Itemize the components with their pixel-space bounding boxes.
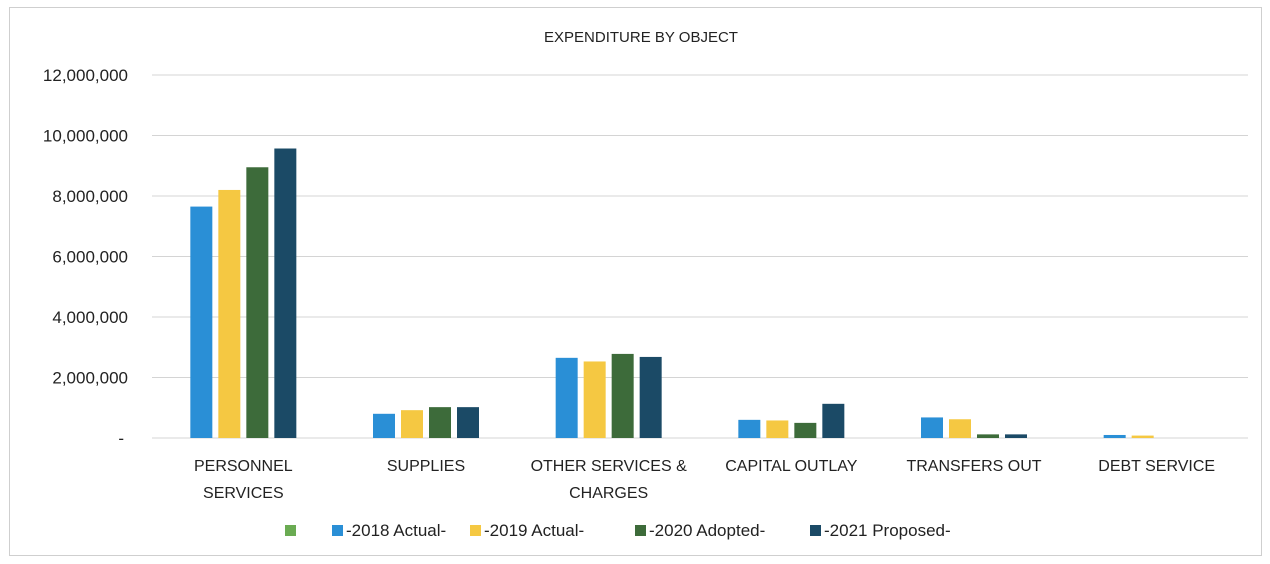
bar [457, 407, 479, 438]
legend-swatch [635, 525, 646, 536]
y-tick-label: 6,000,000 [52, 248, 128, 267]
y-tick-label: 2,000,000 [52, 369, 128, 388]
bar [766, 420, 789, 438]
x-tick-label: CAPITAL OUTLAY [725, 458, 858, 475]
legend-swatch [470, 525, 481, 536]
legend-swatch [285, 525, 296, 536]
x-tick-label: OTHER SERVICES & [531, 458, 688, 475]
bar [822, 403, 845, 438]
bar [1103, 434, 1126, 438]
legend-label: -2021 Proposed- [824, 521, 951, 540]
x-tick-label: CHARGES [569, 485, 648, 502]
bar [429, 407, 451, 438]
y-tick-label: - [118, 429, 124, 448]
y-axis-ticks: - 2,000,000 4,000,000 6,000,000 8,000,000 10,… [43, 66, 128, 448]
x-axis-ticks: PERSONNEL SERVICES SUPPLIES OTHER SERVICES … [194, 458, 1215, 502]
bar [373, 413, 395, 438]
x-tick-label: PERSONNEL [194, 458, 293, 475]
bar [794, 422, 817, 438]
y-tick-label: 8,000,000 [52, 187, 128, 206]
bar [639, 356, 662, 438]
y-tick-label: 4,000,000 [52, 308, 128, 327]
bar [190, 206, 213, 438]
gridlines [152, 74, 1248, 439]
bar [977, 434, 999, 438]
y-tick-label: 12,000,000 [43, 66, 128, 85]
x-tick-label: SERVICES [203, 485, 284, 502]
bar [921, 417, 943, 438]
bar [246, 167, 269, 438]
bar [949, 419, 971, 438]
bar [611, 353, 634, 438]
bar [1131, 435, 1154, 438]
legend-label: -2019 Actual- [484, 521, 584, 540]
chart-title: EXPENDITURE BY OBJECT [544, 29, 738, 46]
bar [218, 189, 241, 438]
bar [738, 419, 761, 438]
legend-label: -2020 Adopted- [649, 521, 765, 540]
x-tick-label: DEBT SERVICE [1098, 458, 1215, 475]
legend-swatch [332, 525, 343, 536]
x-tick-label: TRANSFERS OUT [906, 458, 1041, 475]
legend: -2018 Actual- -2019 Actual- -2020 Adopted-… [285, 521, 951, 540]
bar [555, 357, 578, 438]
legend-swatch [810, 525, 821, 536]
y-tick-label: 10,000,000 [43, 127, 128, 146]
bar [1005, 434, 1027, 438]
bar [401, 410, 423, 438]
x-tick-label: SUPPLIES [387, 458, 465, 475]
legend-label: -2018 Actual- [346, 521, 446, 540]
bar [274, 148, 297, 438]
bar [583, 361, 606, 438]
bars [190, 148, 1154, 438]
chart-frame [9, 7, 1262, 556]
